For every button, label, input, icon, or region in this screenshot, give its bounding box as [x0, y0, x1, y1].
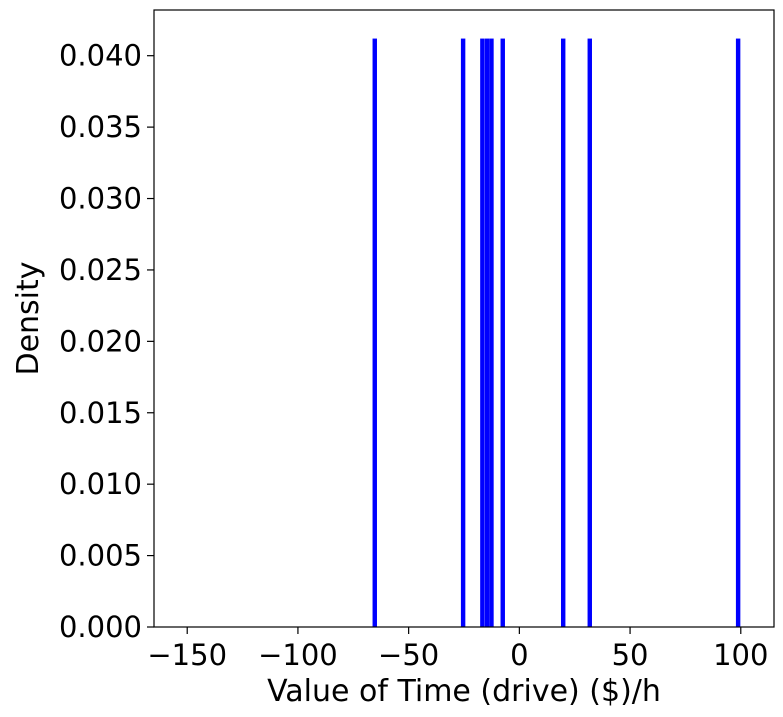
histogram-bar — [500, 38, 505, 627]
x-tick-label: 50 — [612, 638, 649, 672]
y-tick-label: 0.015 — [59, 396, 142, 430]
y-tick-label: 0.010 — [59, 467, 142, 501]
x-tick-label: −50 — [378, 638, 439, 672]
x-tick-label: 100 — [713, 638, 768, 672]
y-tick-label: 0.020 — [59, 324, 142, 358]
histogram-bar — [484, 38, 490, 627]
histogram-bar — [480, 38, 485, 627]
y-tick-label: 0.000 — [59, 610, 142, 644]
x-tick-label: −100 — [258, 638, 338, 672]
plot-frame — [153, 9, 775, 628]
x-axis-ticks: −150 −100 −50 0 50 100 — [147, 627, 768, 672]
y-tick-label: 0.040 — [59, 39, 142, 73]
x-axis-label: Value of Time (drive) ($)/h — [267, 674, 661, 709]
histogram-bar — [372, 38, 377, 627]
histogram-bar — [460, 38, 466, 627]
histogram-bar — [735, 38, 741, 627]
y-axis-ticks: 0.000 0.005 0.010 0.015 0.020 0.025 0.030 0.035… — [59, 39, 154, 644]
y-tick-label: 0.005 — [59, 539, 142, 573]
bars-group — [372, 38, 741, 627]
histogram-bar — [560, 38, 566, 627]
y-axis-label: Density — [11, 261, 46, 375]
y-tick-label: 0.025 — [59, 253, 142, 287]
y-tick-label: 0.030 — [59, 182, 142, 216]
x-tick-label: −150 — [147, 638, 227, 672]
x-tick-label: 0 — [510, 638, 528, 672]
y-tick-label: 0.035 — [59, 110, 142, 144]
histogram-bar — [587, 38, 592, 627]
histogram-bar — [489, 38, 494, 627]
